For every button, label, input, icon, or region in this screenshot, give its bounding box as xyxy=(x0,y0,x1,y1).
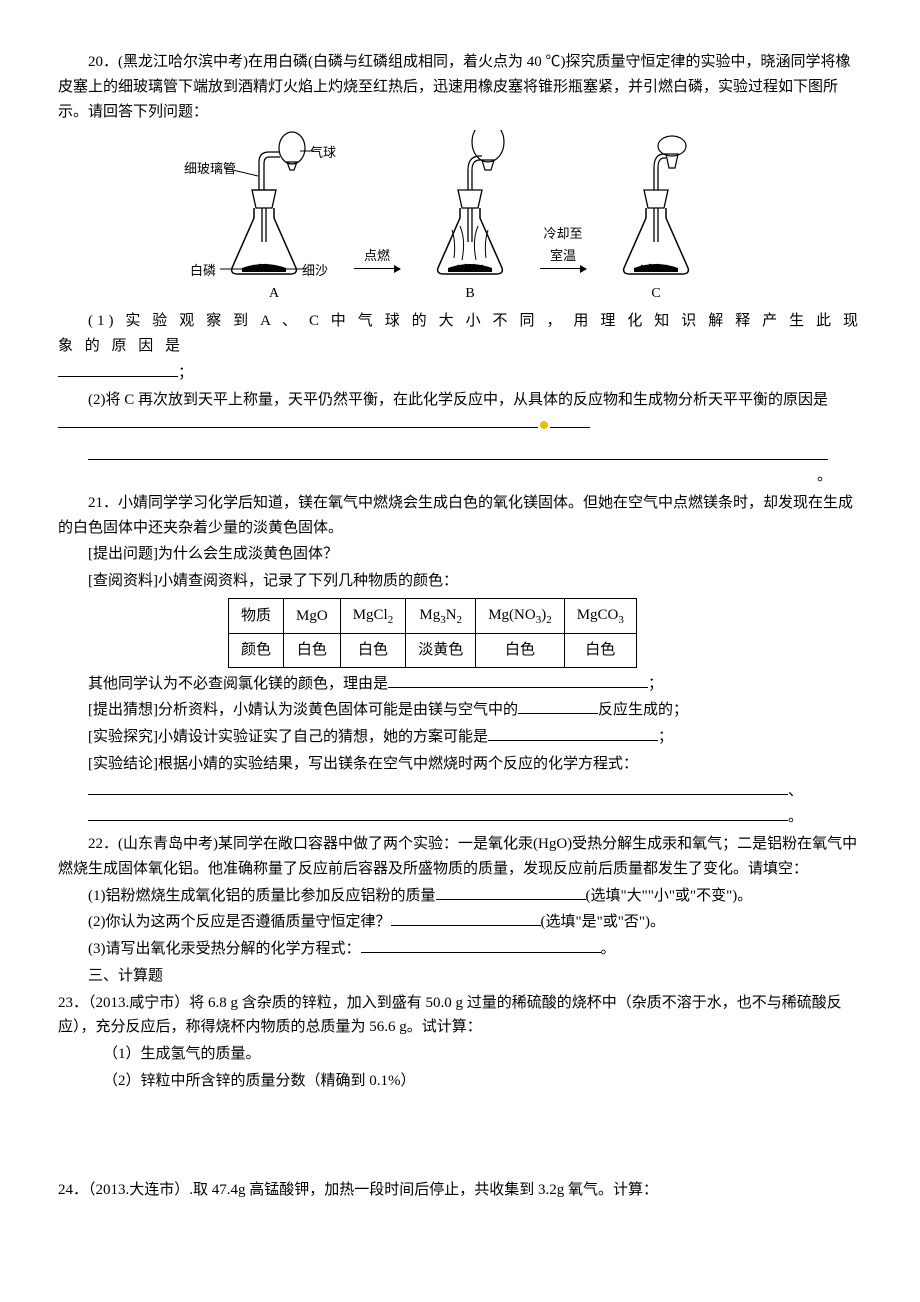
td-color: 颜色 xyxy=(229,633,284,667)
q21-eq1: 、 xyxy=(88,779,862,804)
q21-guess: [提出猜想]分析资料，小婧认为淡黄色固体可能是由镁与空气中的反应生成的； xyxy=(58,698,862,723)
q21-table: 物质 MgO MgCl2 Mg3N2 Mg(NO3)2 MgCO3 颜色 白色 … xyxy=(228,598,637,668)
label-sand: 细沙 xyxy=(302,260,328,281)
section-3: 三、计算题 xyxy=(58,964,862,989)
q20-figure: 细玻璃管 气球 白磷 细沙 A 点燃 xyxy=(58,130,862,305)
q23-lead: 23．（2013.咸宁市）将 6.8 g 含杂质的锌粒，加入到盛有 50.0 g… xyxy=(58,991,862,1041)
td-c5: 白色 xyxy=(564,633,636,667)
label-phos-line xyxy=(220,266,242,272)
th-mgcl2: MgCl2 xyxy=(340,598,406,633)
q21-exp: [实验探究]小婧设计实验证实了自己的猜想，她的方案可能是； xyxy=(58,725,862,750)
q20-2-blank-row[interactable] xyxy=(88,441,828,460)
q21-other: 其他同学认为不必查阅氯化镁的颜色，理由是； xyxy=(58,672,862,697)
q22-lead: 22．(山东青岛中考)某同学在敞口容器中做了两个实验：一是氧化汞(HgO)受热分… xyxy=(58,832,862,882)
td-c3: 淡黄色 xyxy=(406,633,476,667)
q22-2: (2)你认为这两个反应是否遵循质量守恒定律？(选填"是"或"否")。 xyxy=(58,910,862,935)
flask-c-svg xyxy=(606,130,706,280)
marker-dot xyxy=(540,421,548,429)
q20-1: (1) 实 验 观 察 到 A 、 C 中 气 球 的 大 小 不 同 ， 用 … xyxy=(58,309,862,359)
th-mgo: MgO xyxy=(284,598,341,633)
q20-2-end: 。 xyxy=(58,464,862,489)
th-mgno32: Mg(NO3)2 xyxy=(476,598,565,633)
q23-2: （2）锌粒中所含锌的质量分数（精确到 0.1%） xyxy=(58,1069,862,1094)
flask-b-svg xyxy=(420,130,520,280)
q22-3: (3)请写出氧化汞受热分解的化学方程式：。 xyxy=(58,937,862,962)
cap-c: C xyxy=(651,282,660,305)
label-sand-line xyxy=(286,266,304,272)
q22-1: (1)铝粉燃烧生成氧化铝的质量比参加反应铝粉的质量(选填"大""小"或"不变")… xyxy=(58,884,862,909)
q20-1-blank: ； xyxy=(58,361,862,386)
q20-lead: 20．(黑龙江哈尔滨中考)在用白磷(白磷与红磷组成相同，着火点为 40 ℃)探究… xyxy=(58,50,862,124)
label-phos: 白磷 xyxy=(190,260,216,281)
cap-b: B xyxy=(465,282,474,305)
td-c4: 白色 xyxy=(476,633,565,667)
q20-2: (2)将 C 再次放到天平上称量，天平仍然平衡，在此化学反应中，从具体的反应物和… xyxy=(58,388,862,438)
q21-ask: [提出问题]为什么会生成淡黄色固体？ xyxy=(58,542,862,567)
td-c1: 白色 xyxy=(284,633,341,667)
label-glass-line xyxy=(224,162,258,182)
q23-1: （1）生成氢气的质量。 xyxy=(58,1042,862,1067)
arrow-2: 冷却至 室温 xyxy=(540,223,586,305)
q21-conc: [实验结论]根据小婧的实验结果，写出镁条在空气中燃烧时两个反应的化学方程式： xyxy=(58,752,862,777)
q21-info: [查阅资料]小婧查阅资料，记录了下列几种物质的颜色： xyxy=(58,569,862,594)
q24-lead: 24．（2013.大连市）.取 47.4g 高锰酸钾，加热一段时间后停止，共收集… xyxy=(58,1178,862,1203)
td-c2: 白色 xyxy=(340,633,406,667)
q21-lead: 21．小婧同学学习化学后知道，镁在氧气中燃烧会生成白色的氧化镁固体。但她在空气中… xyxy=(58,491,862,541)
th-sub: 物质 xyxy=(229,598,284,633)
th-mgco3: MgCO3 xyxy=(564,598,636,633)
arrow-1: 点燃 xyxy=(354,245,400,305)
q21-eq2: 。 xyxy=(88,805,862,830)
label-balloon-line xyxy=(300,148,314,154)
cap-a: A xyxy=(269,282,279,305)
th-mg3n2: Mg3N2 xyxy=(406,598,476,633)
